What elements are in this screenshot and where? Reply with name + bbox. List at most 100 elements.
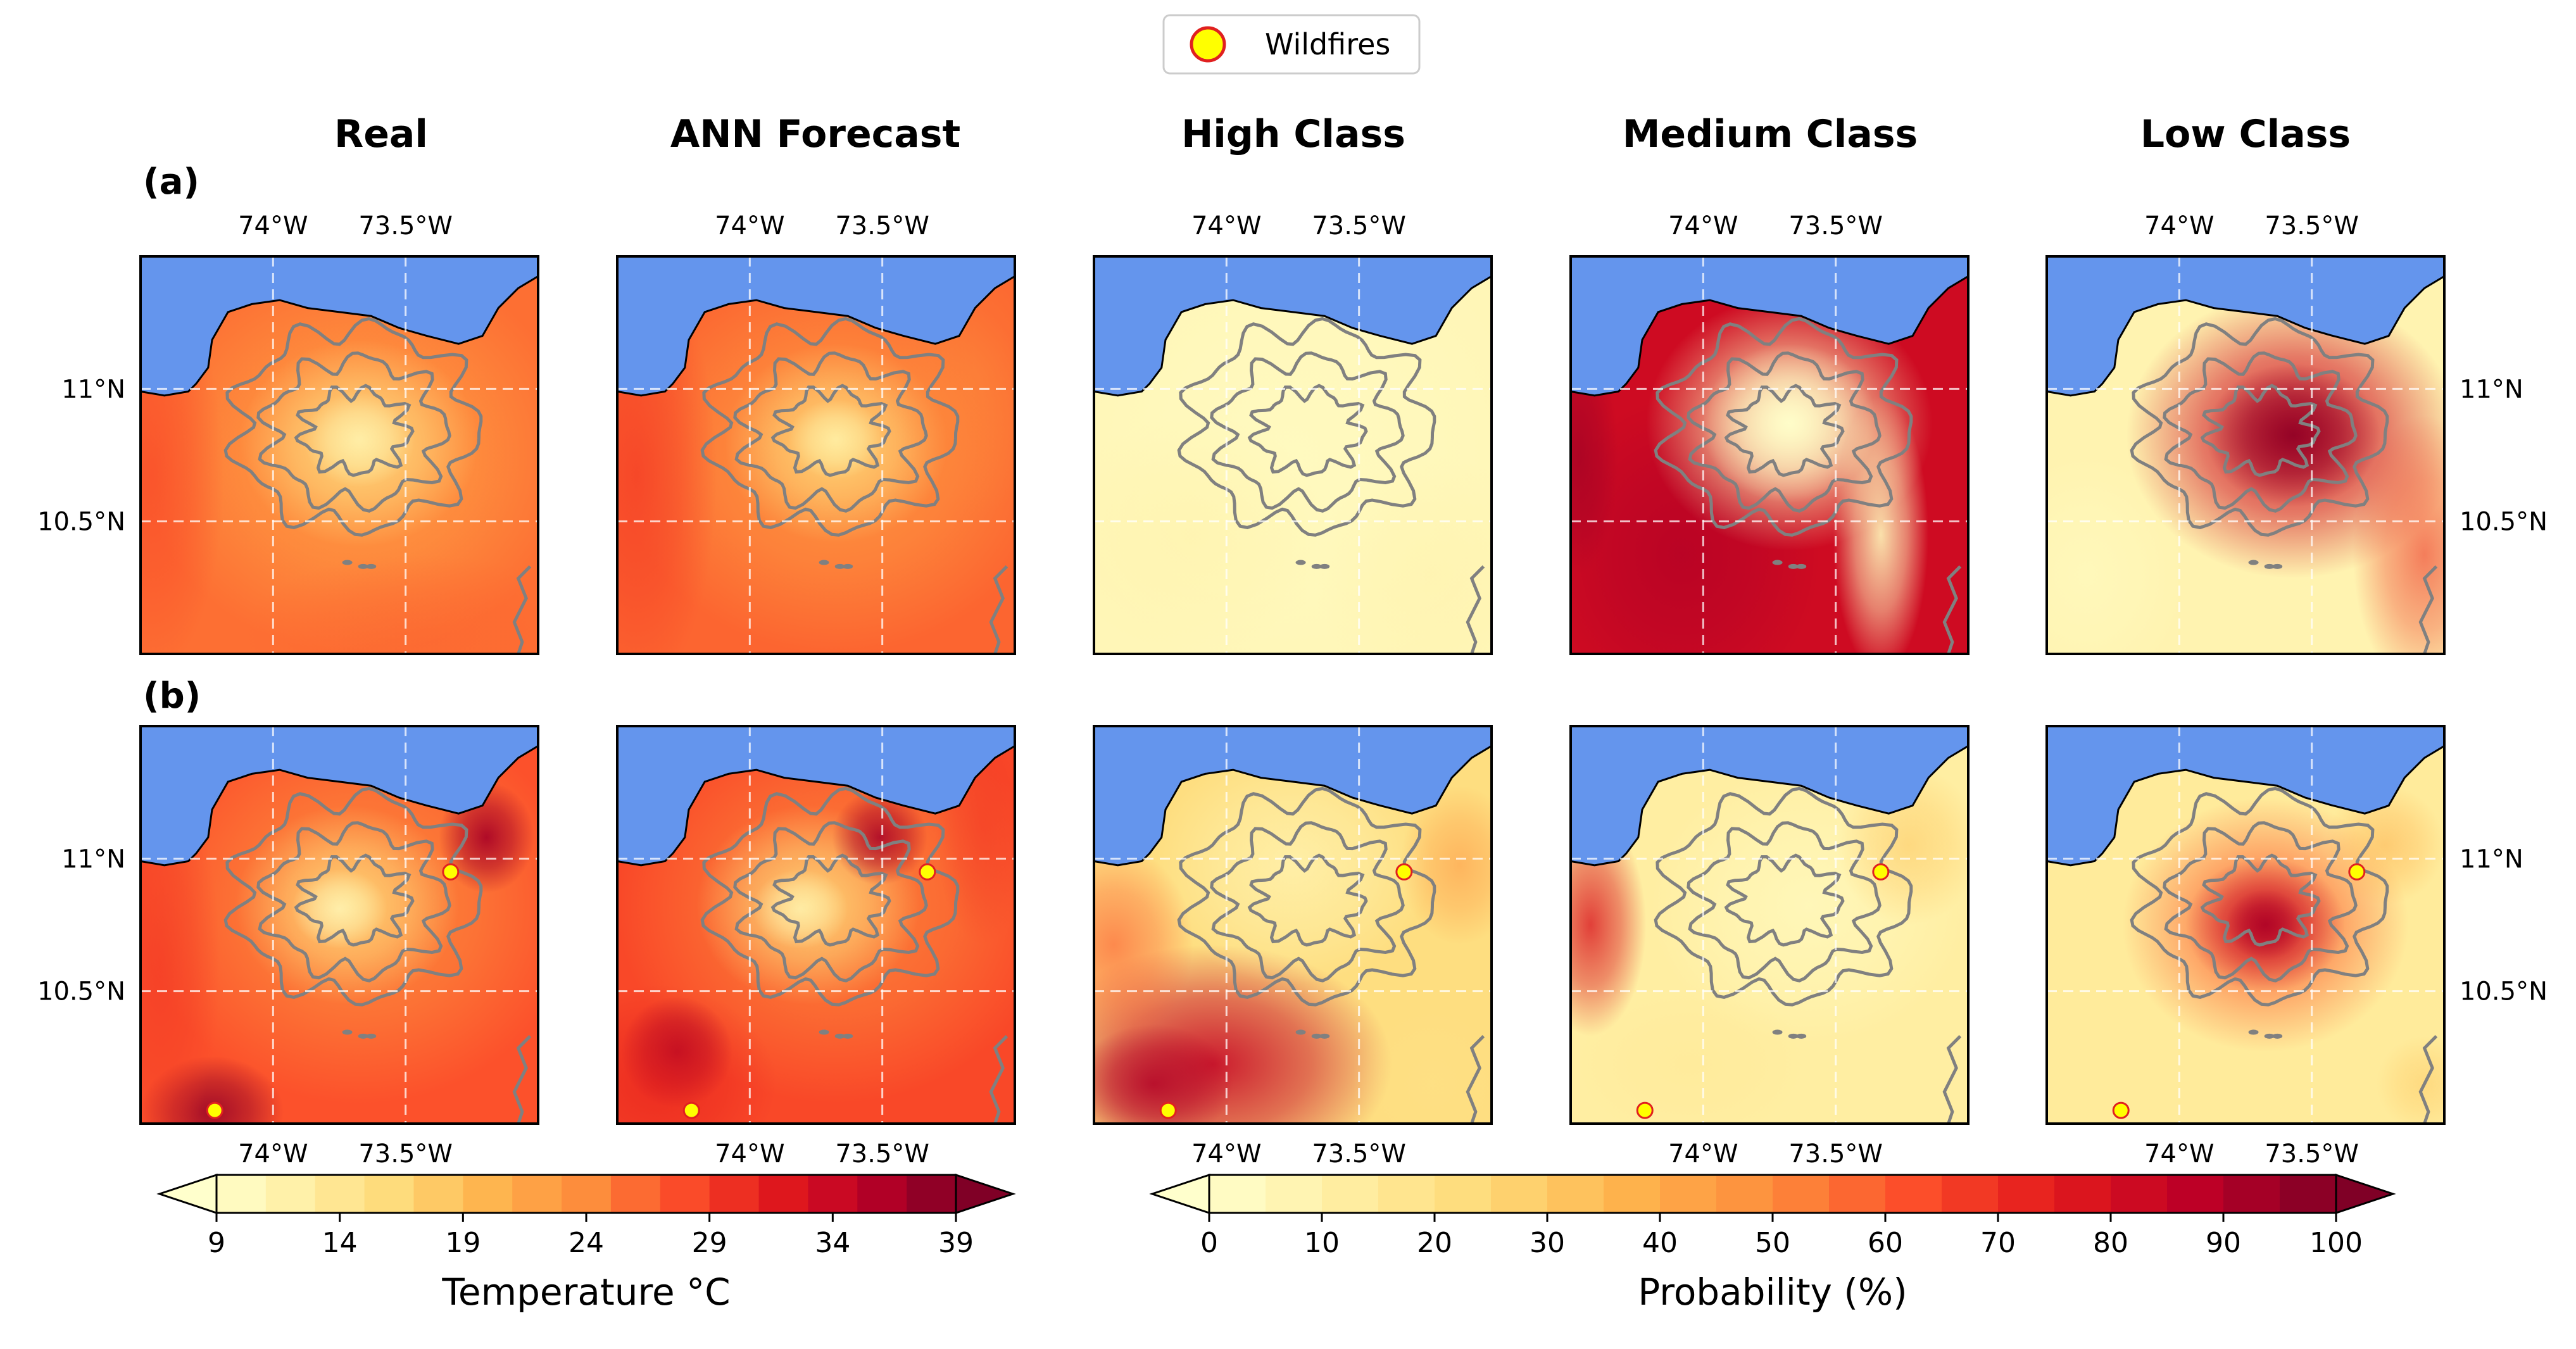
colorbar-band bbox=[2280, 1175, 2337, 1213]
colorbar-band bbox=[1773, 1175, 1830, 1213]
sea-area bbox=[141, 726, 538, 867]
lon-tick-label-top: 73.5°W bbox=[1788, 211, 1883, 241]
field-blob bbox=[2047, 455, 2186, 654]
map-panel-1-3 bbox=[1569, 725, 1970, 1125]
colorbar-band bbox=[1378, 1175, 1435, 1213]
border-line bbox=[1466, 565, 1485, 654]
islet bbox=[1295, 560, 1306, 565]
terrain-contour bbox=[294, 853, 415, 947]
border-line bbox=[1942, 565, 1962, 654]
terrain-contour bbox=[1724, 384, 1845, 477]
islet bbox=[2264, 1033, 2275, 1039]
lon-tick-label-bottom: 74°W bbox=[715, 1139, 784, 1169]
colorbar-band bbox=[709, 1175, 760, 1213]
border-line bbox=[512, 565, 532, 654]
lon-tick-label-top: 74°W bbox=[1668, 211, 1738, 241]
islet bbox=[2248, 1029, 2259, 1035]
panel-frame bbox=[2045, 255, 2446, 655]
border-line bbox=[2418, 565, 2438, 654]
map-panel-0-3 bbox=[1569, 255, 1970, 655]
colorbar-band bbox=[2167, 1175, 2224, 1213]
wildfire-marker bbox=[1872, 863, 1890, 881]
lat-tick-label-left: 11°N bbox=[61, 844, 125, 874]
legend: Wildfires bbox=[1162, 14, 1421, 75]
map-panel-1-1 bbox=[616, 725, 1016, 1125]
terrain-contour bbox=[1687, 821, 1882, 982]
terrain-contour bbox=[700, 317, 960, 537]
colorbar-extend-low bbox=[156, 1173, 218, 1215]
field-blob bbox=[1352, 1004, 1492, 1124]
panel-field bbox=[2047, 726, 2444, 1124]
islet bbox=[358, 563, 368, 569]
colorbar-band bbox=[758, 1175, 808, 1213]
terrain-contour bbox=[256, 821, 451, 982]
field-blob bbox=[291, 869, 387, 949]
colorbar-band bbox=[217, 1175, 267, 1213]
field-blob bbox=[1153, 746, 1432, 985]
field-blob bbox=[617, 984, 777, 1124]
colorbar-band bbox=[364, 1175, 415, 1213]
colorbar-tick-label: 90 bbox=[2206, 1227, 2241, 1259]
colorbar-band bbox=[1885, 1175, 1942, 1213]
border-line bbox=[2418, 1035, 2438, 1124]
terrain-contour bbox=[1654, 786, 1913, 1007]
lon-tick-label-top: 74°W bbox=[715, 211, 784, 241]
islet bbox=[1796, 563, 1807, 569]
field-blob bbox=[1702, 344, 1877, 503]
map-panel-1-0 bbox=[139, 725, 539, 1125]
terrain-contour bbox=[1177, 786, 1436, 1007]
colorbar-tick-label: 80 bbox=[2093, 1227, 2128, 1259]
panel-field bbox=[617, 726, 1015, 1124]
panel-field bbox=[1094, 726, 1492, 1124]
terrain-contour bbox=[700, 786, 960, 1007]
panel-frame bbox=[2045, 725, 2446, 1125]
islet bbox=[358, 1033, 368, 1039]
colorbar-band bbox=[907, 1175, 957, 1213]
field-blob bbox=[2206, 363, 2381, 507]
colorbar-band bbox=[2223, 1175, 2280, 1213]
colorbar-tick-label: 34 bbox=[815, 1227, 850, 1259]
map-tick-labels: 74°W 73.5°W 74°W 73.5°W 74°W 73.5°W 74°W 73.5°W… bbox=[37, 211, 2548, 1169]
lon-tick-label-bottom: 74°W bbox=[238, 1139, 308, 1169]
colorbar-tick-label: 30 bbox=[1530, 1227, 1565, 1259]
lat-tick-label-right: 10.5°N bbox=[2460, 508, 2548, 537]
border-line bbox=[1466, 1035, 1485, 1124]
colorbar-band bbox=[1998, 1175, 2055, 1213]
colorbar-band bbox=[808, 1175, 858, 1213]
border-line bbox=[989, 1035, 1008, 1124]
terrain-contour bbox=[223, 786, 483, 1007]
wildfire-marker bbox=[1395, 863, 1413, 881]
islet bbox=[1772, 1029, 1783, 1035]
panel-field bbox=[1571, 726, 1968, 1124]
colorbar-band bbox=[1322, 1175, 1379, 1213]
lon-tick-label-top: 74°W bbox=[1191, 211, 1261, 241]
panel-field bbox=[141, 726, 538, 1124]
islet bbox=[1319, 563, 1330, 569]
legend-frame bbox=[1162, 14, 1421, 75]
panel-field bbox=[141, 256, 538, 654]
panel-frame bbox=[1569, 725, 1970, 1125]
colorbar-band bbox=[2054, 1175, 2111, 1213]
terrain-contour bbox=[1247, 853, 1368, 947]
colorbar-tick-label: 100 bbox=[2309, 1227, 2363, 1259]
lon-tick-label-bottom: 73.5°W bbox=[1788, 1139, 1883, 1169]
wildfire-marker bbox=[442, 863, 460, 881]
sea-area bbox=[1094, 726, 1492, 867]
colorbar-tick-label: 9 bbox=[208, 1227, 225, 1259]
map-panel-0-2 bbox=[1093, 255, 1493, 655]
colorbar-extend-high bbox=[2335, 1173, 2396, 1215]
terrain-contour bbox=[2200, 384, 2321, 477]
sea-area bbox=[1094, 256, 1492, 397]
panel-field bbox=[1094, 256, 1492, 654]
colorbar-extend-low bbox=[1149, 1173, 1210, 1215]
wildfire-marker bbox=[2348, 863, 2366, 881]
wildfire-marker bbox=[206, 1101, 223, 1119]
islet bbox=[843, 563, 853, 569]
border-line bbox=[1942, 1035, 1962, 1124]
legend-label: Wildfires bbox=[1265, 27, 1390, 61]
lon-tick-label-top: 73.5°W bbox=[1312, 211, 1406, 241]
sea-area bbox=[141, 256, 538, 397]
colorbar-band bbox=[512, 1175, 562, 1213]
lon-tick-label-bottom: 73.5°W bbox=[1312, 1139, 1406, 1169]
colorbar-band bbox=[1209, 1175, 1266, 1213]
